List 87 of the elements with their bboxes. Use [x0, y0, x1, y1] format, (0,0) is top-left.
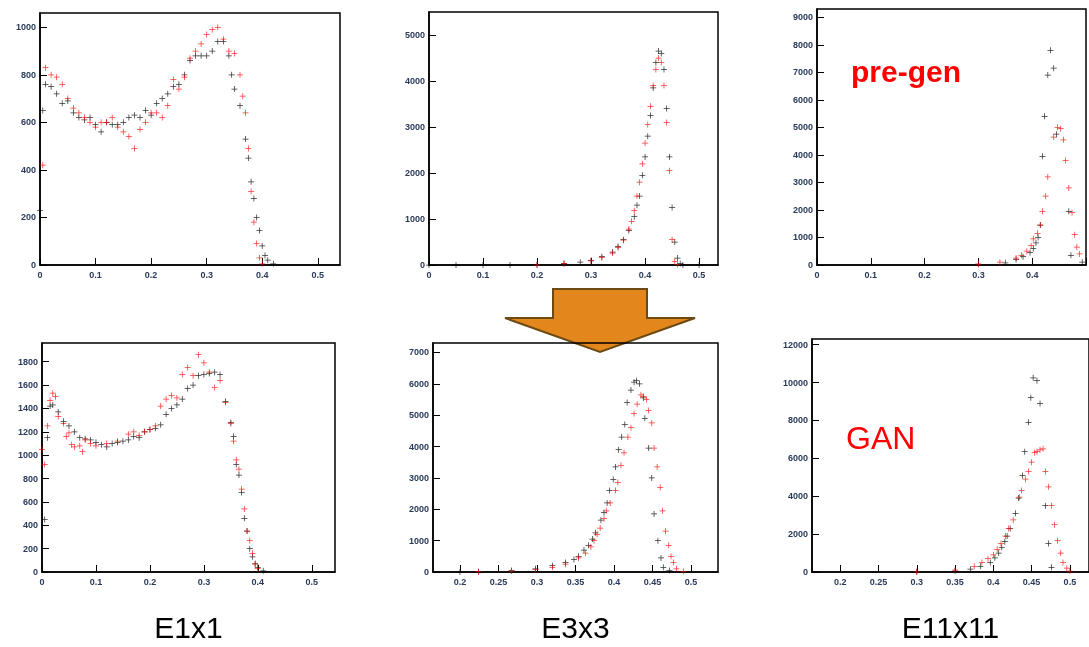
y-tick-label: 800: [22, 473, 38, 484]
x-tick-label: 0.4: [255, 269, 269, 280]
x-axis-title: E1x1: [154, 610, 223, 644]
y-tick-label: 1000: [792, 232, 813, 243]
y-tick-label: 400: [20, 164, 36, 175]
x-tick-label: 0.2: [918, 269, 931, 280]
y-tick-label: 400: [22, 520, 38, 531]
y-tick-label: 4000: [792, 149, 813, 160]
y-tick-label: 200: [20, 212, 36, 223]
x-tick-label: 0.3: [197, 576, 211, 587]
y-tick-label: 6000: [792, 94, 813, 105]
y-tick-label: 10000: [782, 377, 808, 388]
y-tick-label: 8000: [787, 415, 808, 426]
y-tick-label: 1200: [17, 426, 38, 437]
x-tick-label: 0.45: [643, 576, 662, 587]
x-tick-label: 0.3: [584, 269, 598, 280]
y-tick-label: 600: [20, 117, 36, 128]
x-tick-label: 0.1: [89, 269, 102, 280]
x-tick-label: 0.2: [530, 269, 544, 280]
x-tick-label: 0.2: [453, 576, 467, 587]
y-tick-label: 5000: [404, 30, 425, 40]
x-tick-label: 0.3: [200, 269, 213, 280]
y-tick-label: 2000: [787, 529, 808, 540]
y-tick-label: 4000: [404, 76, 425, 86]
x-tick-label: 0.45: [1022, 576, 1041, 587]
y-tick-label: 0: [32, 567, 38, 577]
x-tick-label: 0.3: [972, 269, 985, 280]
y-tick-label: 3000: [792, 177, 813, 188]
x-tick-label: 0.35: [946, 576, 964, 587]
y-tick-label: 6000: [787, 453, 808, 464]
x-tick-label: 0.5: [305, 576, 319, 587]
y-tick-label: 0: [419, 260, 425, 270]
y-tick-label: 7000: [408, 347, 429, 358]
text: pre-gen: [851, 54, 962, 88]
y-tick-label: 4000: [408, 441, 429, 452]
x-tick-label: 0: [814, 269, 820, 280]
y-tick-label: 5000: [408, 410, 429, 421]
x-tick-label: 0.2: [143, 576, 157, 587]
y-tick-label: 200: [22, 543, 38, 554]
y-tick-label: 2000: [404, 168, 425, 178]
x-tick-label: 0.5: [1063, 576, 1077, 587]
y-tick-label: 1000: [404, 214, 425, 224]
x-axis-title: E11x11: [901, 610, 1000, 644]
x-tick-label: 0.4: [1025, 269, 1039, 280]
y-tick-label: 600: [22, 496, 38, 507]
x-tick-label: 0.1: [864, 269, 878, 280]
y-tick-label: 1800: [17, 356, 38, 367]
text: GAN: [846, 420, 916, 456]
x-tick-label: 0.4: [607, 576, 621, 587]
y-tick-label: 1000: [408, 535, 429, 546]
y-tick-label: 2000: [792, 204, 813, 215]
y-tick-label: 0: [423, 567, 429, 577]
y-tick-label: 2000: [408, 504, 429, 515]
x-tick-label: 0: [39, 576, 45, 587]
y-tick-label: 3000: [408, 472, 429, 483]
y-tick-label: 1600: [17, 380, 38, 391]
y-tick-label: 0: [802, 567, 808, 577]
y-tick-label: 12000: [782, 339, 808, 350]
x-tick-label: 0.3: [530, 576, 544, 587]
y-tick-label: 7000: [792, 67, 813, 78]
y-tick-label: 3000: [404, 122, 425, 132]
y-tick-label: 9000: [792, 12, 813, 23]
x-tick-label: 0.4: [251, 576, 265, 587]
x-tick-label: 0.25: [869, 576, 888, 587]
x-tick-label: 0.5: [692, 269, 706, 280]
x-tick-label: 0.25: [489, 576, 508, 587]
x-tick-label: 0.4: [987, 576, 1000, 587]
y-tick-label: 1000: [17, 450, 38, 461]
x-tick-label: 0.4: [638, 269, 652, 280]
y-tick-label: 5000: [792, 122, 813, 133]
x-tick-label: 0.5: [311, 269, 325, 280]
y-tick-label: 6000: [408, 378, 429, 389]
y-tick-label: 800: [20, 69, 36, 80]
y-tick-label: 8000: [792, 39, 813, 50]
y-tick-label: 4000: [787, 491, 808, 502]
x-tick-label: 0.3: [910, 576, 924, 587]
x-tick-label: 0.1: [89, 576, 103, 587]
y-tick-label: 1400: [17, 403, 38, 414]
x-axis-title: E3x3: [541, 610, 610, 644]
y-tick-label: 1000: [15, 22, 36, 33]
x-tick-label: 0.35: [566, 576, 585, 587]
x-tick-label: 0.2: [834, 576, 847, 587]
x-tick-label: 0.1: [476, 269, 490, 280]
x-tick-label: 0.5: [684, 576, 698, 587]
x-tick-label: 0.2: [144, 269, 158, 280]
y-tick-label: 0: [30, 260, 36, 270]
y-tick-label: 0: [807, 260, 813, 270]
